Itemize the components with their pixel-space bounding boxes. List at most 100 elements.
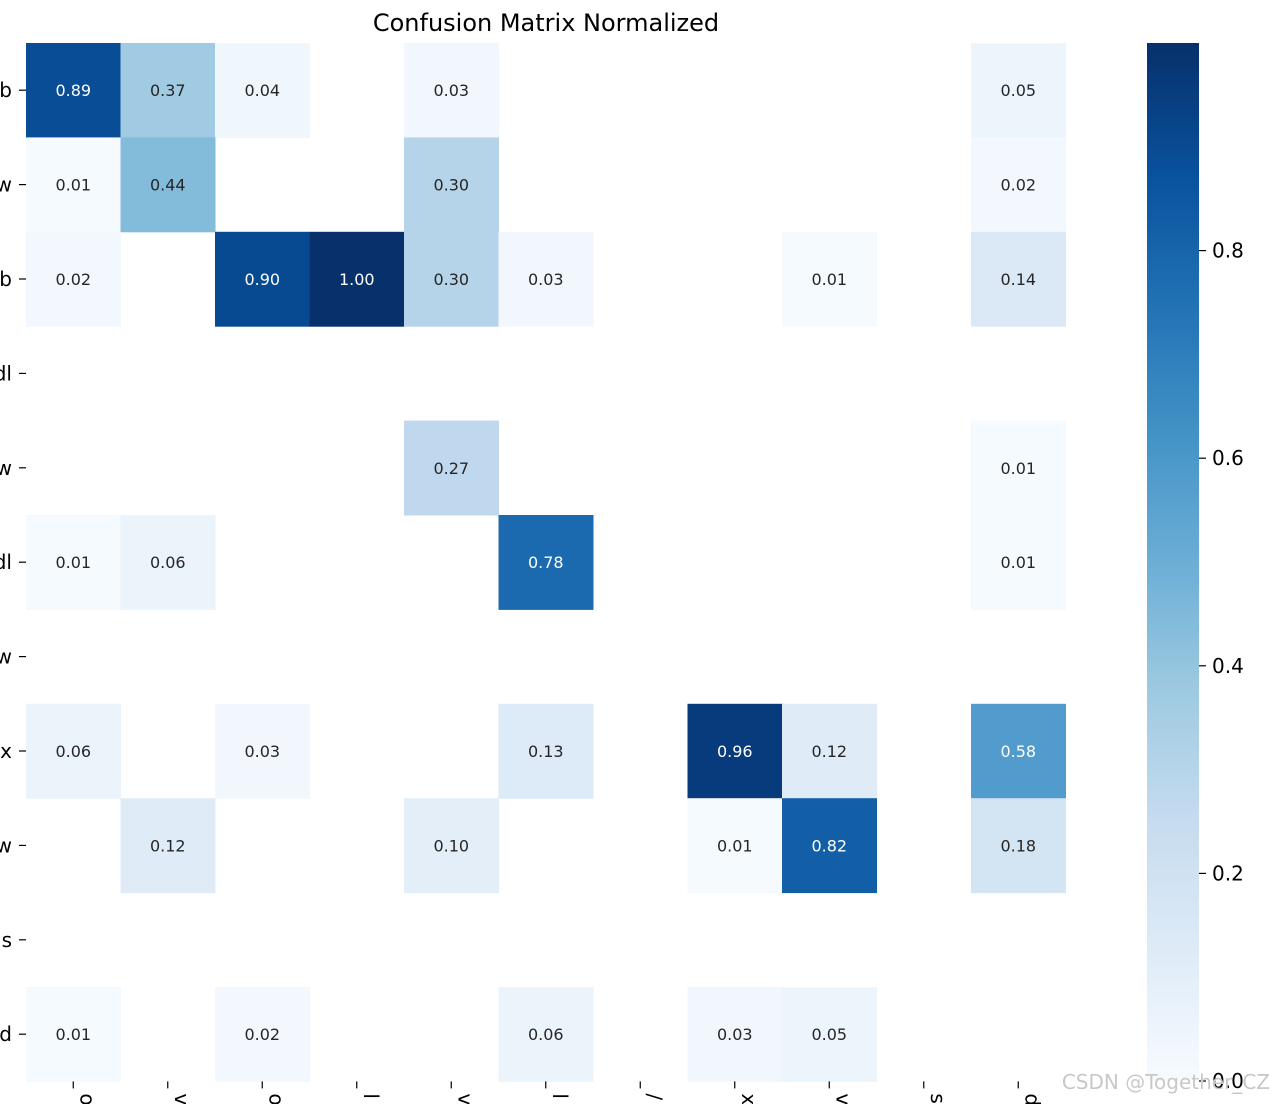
y-tick-label: w [0,456,12,480]
cell-value-label: 0.10 [433,836,469,855]
x-tick-label: v [453,1093,477,1104]
cell-value-label: 0.01 [717,836,753,855]
heatmap-cell [782,703,877,799]
cell-value-label: 0.01 [1000,459,1036,478]
cell-value-label: 0.01 [811,270,847,289]
heatmap-cell [404,137,499,233]
colorbar-tick-label: 0.0 [1212,1069,1244,1093]
heatmap-cell [26,231,121,327]
y-tick-label: x [0,739,12,763]
heatmap-cell [215,987,310,1082]
cell-value-label: 0.01 [55,1025,91,1044]
y-axis: b w b dl w dl w x w s d [0,78,26,1046]
colorbar-tick-label: 0.4 [1212,654,1244,678]
heatmap-cell [687,987,783,1082]
cell-value-label: 0.30 [433,176,469,195]
heatmap-cell [782,798,877,894]
cell-value-label: 0.96 [717,742,753,761]
x-tick-label: x [737,1093,761,1104]
heatmap-cell [120,798,216,894]
heatmap-cell [971,515,1066,610]
cell-value-label: 0.05 [1000,81,1036,100]
cell-value-label: 0.89 [55,81,91,100]
cell-value-label: 0.82 [811,836,847,855]
heatmap-cell [498,987,594,1082]
heatmap-cell [26,137,121,233]
y-tick-label: b [0,267,12,291]
cell-value-label: 0.03 [433,81,469,100]
heatmap-cell [971,43,1066,138]
heatmap-cell [309,231,405,327]
heatmap-cell [120,515,216,610]
heatmap-cell [120,137,216,233]
colorbar-axis: 0.0 0.2 0.4 0.6 0.8 [1199,239,1244,1093]
cell-value-label: 0.18 [1000,836,1036,855]
heatmap-cell [404,798,499,894]
heatmap-cell [971,703,1066,799]
cell-value-label: 0.30 [433,270,469,289]
cell-value-label: 0.37 [150,81,186,100]
cell-value-label: 0.13 [528,742,564,761]
x-tick-label: v [831,1093,855,1104]
heatmap-cell [404,43,499,138]
watermark: CSDN @Together_CZ [1061,1070,1270,1094]
y-tick-label: dl [0,550,12,574]
heatmap-cell [971,798,1066,894]
heatmap-cell [26,43,121,138]
x-tick-label: v [170,1093,194,1104]
y-tick-label: w [0,173,12,197]
x-tick-label: l [359,1093,383,1099]
heatmap-cell [687,703,783,799]
y-tick-label: w [0,833,12,857]
heatmap-cell [26,987,121,1082]
heatmap-cell [498,231,594,327]
cell-value-label: 0.06 [55,742,91,761]
y-tick-label: b [0,78,12,102]
x-tick-label: d [1020,1093,1044,1104]
heatmap-cell [782,987,877,1082]
heatmap-cell [26,515,121,610]
heatmap-cell [498,703,594,799]
cell-value-label: 0.12 [811,742,847,761]
x-tick-label: o [75,1093,99,1104]
x-tick-label: o [264,1093,288,1104]
heatmap-cell [215,703,310,799]
cell-value-label: 0.03 [717,1025,753,1044]
cell-value-label: 0.58 [1000,742,1036,761]
y-tick-label: dl [0,361,12,385]
colorbar-tick-label: 0.6 [1212,446,1244,470]
heatmap-cell [971,231,1066,327]
cell-value-label: 0.02 [244,1025,280,1044]
cell-value-label: 0.05 [811,1025,847,1044]
heatmap-cell [26,703,121,799]
cell-value-label: 0.27 [433,459,469,478]
cell-value-label: 0.14 [1000,270,1036,289]
colorbar-tick-label: 0.2 [1212,861,1244,885]
heatmap-cell [687,798,783,894]
cell-value-label: 1.00 [339,270,375,289]
heatmap-cell [404,231,499,327]
colorbar [1147,43,1199,1081]
heatmap-cell [498,515,594,610]
cell-value-label: 0.03 [244,742,280,761]
cell-value-label: 0.02 [1000,176,1036,195]
cell-value-label: 0.44 [150,176,186,195]
heatmap-cell [215,43,310,138]
y-tick-label: s [2,928,12,952]
cell-value-label: 0.04 [244,81,280,100]
y-tick-label: w [0,645,12,669]
heatmap-cell [215,231,310,327]
heatmap-cell [782,231,877,327]
x-tick-label: l [548,1093,572,1099]
cell-value-label: 0.78 [528,553,564,572]
cell-value-label: 0.03 [528,270,564,289]
cell-value-label: 0.06 [150,553,186,572]
heatmap-cells: 0.89 0.37 0.04 0.03 0.05 0.01 0.44 0.30 0.02 0.02… [26,43,1066,1082]
heatmap-cell [971,420,1066,516]
colorbar-tick-label: 0.8 [1212,239,1244,263]
cell-value-label: 0.02 [55,270,91,289]
cell-value-label: 0.12 [150,836,186,855]
x-axis: o v o l v l / x v s d [72,1081,1044,1104]
heatmap-cell [971,137,1066,233]
